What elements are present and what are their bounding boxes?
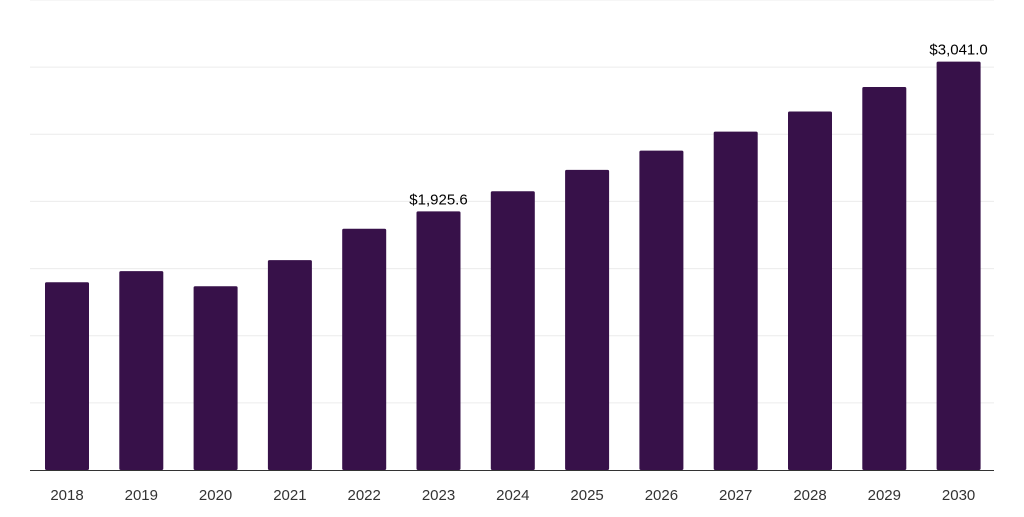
x-tick-label: 2019	[125, 487, 158, 504]
data-label-2030: $3,041.0	[929, 42, 987, 59]
bar-2025	[565, 169, 610, 470]
data-labels: $1,925.6 $3,041.0	[409, 42, 987, 209]
bar-2021	[267, 260, 312, 470]
x-tick-label: 2024	[496, 487, 529, 504]
bar-2026	[639, 150, 684, 470]
x-tick-label: 2028	[793, 487, 826, 504]
x-tick-label: 2027	[719, 487, 752, 504]
bar-2022	[342, 228, 387, 470]
bar-2023	[416, 211, 461, 470]
bar-2018	[45, 282, 89, 470]
bar-2030	[936, 61, 981, 470]
x-tick-label: 2022	[348, 487, 381, 504]
x-tick-label: 2021	[273, 487, 306, 504]
bar-2029	[862, 87, 907, 470]
x-tick-label: 2023	[422, 487, 455, 504]
x-tick-label: 2030	[942, 487, 975, 504]
bar-2020	[193, 286, 238, 470]
data-label-2023: $1,925.6	[409, 191, 467, 208]
bar-2024	[490, 191, 535, 471]
bar-2028	[788, 111, 832, 470]
x-tick-label: 2018	[50, 487, 83, 504]
x-tick-label: 2020	[199, 487, 232, 504]
x-axis-tick-labels: 2018 2019 2020 2021 2022 2023 2024 2025 2026 2027…	[50, 487, 975, 504]
bar-2027	[713, 131, 758, 470]
x-tick-label: 2025	[570, 487, 603, 504]
x-tick-label: 2029	[868, 487, 901, 504]
bars	[45, 61, 981, 471]
x-tick-label: 2026	[645, 487, 678, 504]
bar-2019	[119, 271, 164, 470]
